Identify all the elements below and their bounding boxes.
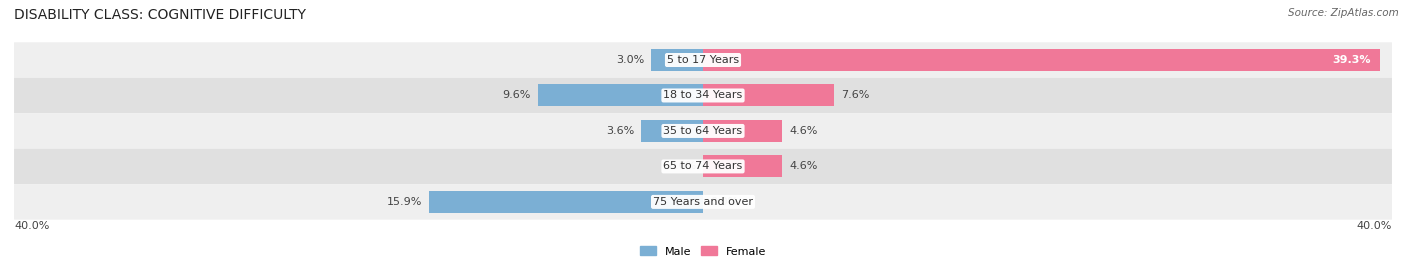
Text: 40.0%: 40.0%	[14, 221, 49, 231]
Text: 5 to 17 Years: 5 to 17 Years	[666, 55, 740, 65]
Bar	[703, 156, 782, 177]
FancyBboxPatch shape	[14, 78, 1392, 113]
FancyBboxPatch shape	[14, 184, 1392, 220]
Text: 7.6%: 7.6%	[841, 90, 869, 100]
Text: 0.0%: 0.0%	[668, 161, 696, 171]
Text: 9.6%: 9.6%	[502, 90, 531, 100]
Bar	[703, 49, 1379, 71]
Bar	[537, 85, 703, 106]
FancyBboxPatch shape	[14, 113, 1392, 149]
Bar	[651, 49, 703, 71]
Text: 18 to 34 Years: 18 to 34 Years	[664, 90, 742, 100]
Text: 39.3%: 39.3%	[1333, 55, 1371, 65]
Text: 3.0%: 3.0%	[616, 55, 644, 65]
FancyBboxPatch shape	[14, 149, 1392, 184]
Text: 40.0%: 40.0%	[1357, 221, 1392, 231]
Text: 0.0%: 0.0%	[710, 197, 738, 207]
Text: 75 Years and over: 75 Years and over	[652, 197, 754, 207]
Bar	[641, 120, 703, 142]
Bar	[703, 85, 834, 106]
Text: 65 to 74 Years: 65 to 74 Years	[664, 161, 742, 171]
FancyBboxPatch shape	[14, 42, 1392, 78]
Text: Source: ZipAtlas.com: Source: ZipAtlas.com	[1288, 8, 1399, 18]
Text: 4.6%: 4.6%	[789, 126, 817, 136]
Text: DISABILITY CLASS: COGNITIVE DIFFICULTY: DISABILITY CLASS: COGNITIVE DIFFICULTY	[14, 8, 307, 22]
Text: 35 to 64 Years: 35 to 64 Years	[664, 126, 742, 136]
Legend: Male, Female: Male, Female	[636, 242, 770, 261]
Text: 3.6%: 3.6%	[606, 126, 634, 136]
Bar	[703, 120, 782, 142]
Text: 4.6%: 4.6%	[789, 161, 817, 171]
Text: 15.9%: 15.9%	[387, 197, 422, 207]
Bar	[429, 191, 703, 213]
